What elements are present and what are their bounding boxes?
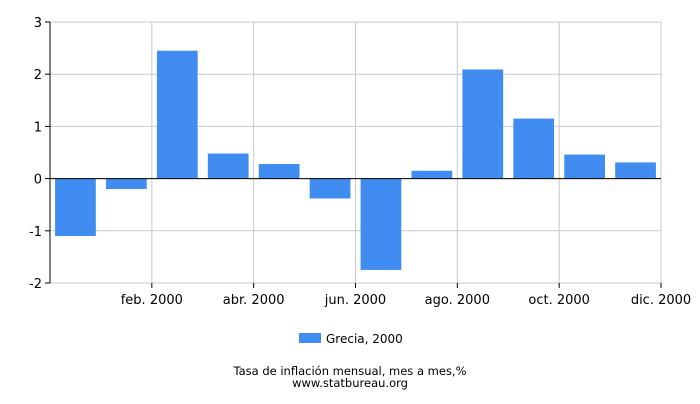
legend-swatch	[299, 333, 321, 343]
x-tick-label: oct. 2000	[528, 293, 590, 308]
bar	[513, 118, 555, 179]
y-tick-label: 0	[34, 173, 42, 188]
x-tick-label: abr. 2000	[223, 293, 285, 308]
bar	[564, 154, 605, 179]
bar	[156, 50, 198, 179]
bar	[462, 69, 504, 179]
bar	[309, 178, 351, 199]
y-tick-label: -2	[29, 277, 42, 292]
bar	[615, 162, 656, 179]
legend-label: Grecia, 2000	[326, 332, 403, 346]
y-tick-label: 3	[34, 16, 42, 31]
chart-title: Tasa de inflación mensual, mes a mes,%	[233, 364, 467, 378]
legend: Grecia, 2000	[299, 332, 403, 346]
bar	[207, 153, 249, 179]
x-tick-label: dic. 2000	[631, 293, 691, 308]
x-tick-label: feb. 2000	[121, 293, 183, 308]
y-tick-label: 2	[34, 68, 42, 83]
bar	[258, 163, 300, 179]
bar	[106, 178, 147, 190]
bar	[360, 178, 402, 270]
y-tick-label: -1	[29, 225, 42, 240]
grid-lines	[49, 21, 662, 284]
bar	[411, 170, 453, 179]
y-tick-label: 1	[34, 120, 42, 135]
bars	[55, 50, 656, 270]
source-link[interactable]: www.statbureau.org	[292, 376, 408, 390]
x-tick-label: jun. 2000	[324, 293, 386, 308]
bar	[55, 178, 96, 237]
x-tick-label: ago. 2000	[425, 293, 490, 308]
axes: -2 -1 0 1 2 3 feb. 2000 abr. 2000 jun. 2000 ago. …	[29, 16, 691, 308]
